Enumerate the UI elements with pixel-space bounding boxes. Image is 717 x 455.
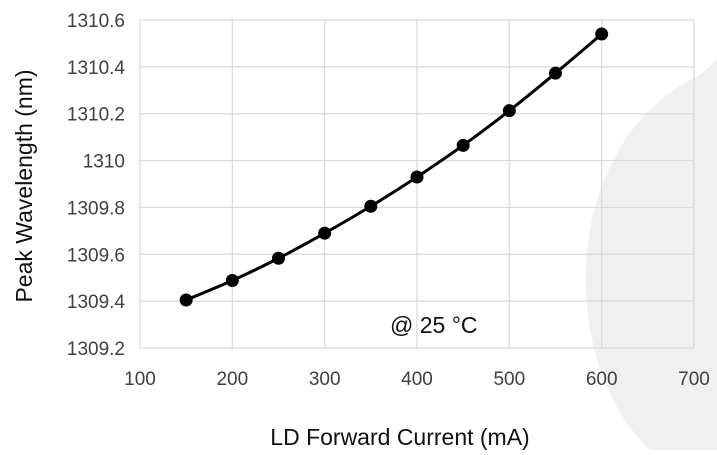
y-tick-label: 1310.2	[67, 105, 125, 126]
temperature-annotation: @ 25 °C	[390, 312, 478, 338]
x-tick-label: 500	[493, 369, 525, 390]
data-series	[179, 27, 609, 307]
data-point	[225, 274, 239, 288]
x-tick-label: 300	[309, 369, 341, 390]
x-tick-labels: 100 200 300 400 500 600 700	[124, 369, 710, 390]
y-axis-title: Peak Wavelength (nm)	[11, 69, 37, 302]
data-point	[364, 199, 378, 213]
x-tick-label: 400	[401, 369, 433, 390]
y-tick-labels: 1309.2 1309.4 1309.6 1309.8 1310 1310.2 1310.4…	[67, 11, 126, 360]
grid	[139, 19, 695, 349]
data-point	[272, 251, 285, 265]
data-point	[179, 293, 193, 307]
data-point	[410, 170, 424, 184]
x-tick-label: 700	[678, 369, 710, 390]
x-axis-title: LD Forward Current (mA)	[270, 424, 529, 450]
background-shape	[585, 60, 717, 450]
x-tick-label: 100	[124, 369, 156, 390]
x-tick-label: 600	[586, 369, 618, 390]
y-tick-label: 1310	[83, 152, 125, 173]
y-tick-label: 1309.6	[67, 245, 125, 266]
data-point	[456, 138, 470, 152]
data-point	[318, 226, 332, 240]
y-tick-label: 1309.8	[67, 198, 125, 219]
y-tick-label: 1310.4	[67, 58, 126, 79]
y-tick-label: 1309.4	[67, 292, 126, 313]
data-point	[595, 27, 609, 41]
x-tick-label: 200	[216, 369, 248, 390]
y-tick-label: 1310.6	[67, 11, 125, 32]
series-line	[185, 32, 603, 302]
y-tick-label: 1309.2	[67, 339, 125, 360]
data-point	[549, 66, 562, 80]
data-point	[502, 104, 516, 118]
